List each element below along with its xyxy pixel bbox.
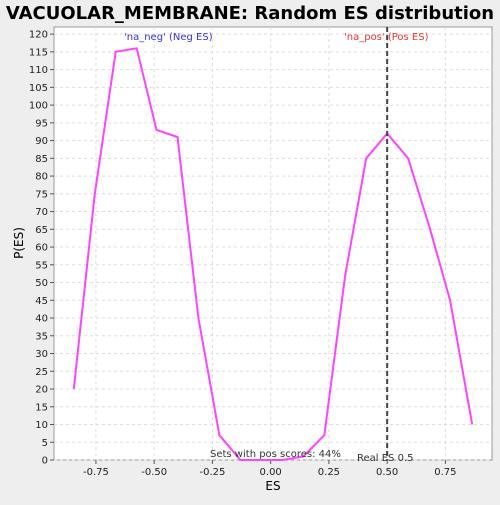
y-axis-title: P(ES) — [12, 227, 26, 259]
y-tick-label: 70 — [35, 207, 48, 218]
y-tick-label: 65 — [35, 225, 48, 236]
y-tick-label: 115 — [29, 47, 48, 58]
y-tick-label: 90 — [35, 136, 48, 147]
chart-title: VACUOLAR_MEMBRANE: Random ES distributio… — [6, 3, 494, 24]
y-tick-label: 30 — [35, 349, 48, 360]
y-tick-label: 75 — [35, 189, 48, 200]
x-tick-label: -0.25 — [199, 467, 225, 478]
series-layer — [72, 47, 474, 461]
y-tick-label: 10 — [35, 420, 48, 431]
y-tick-label: 5 — [42, 438, 48, 449]
y-tick-label: 60 — [35, 243, 48, 254]
y-tick-label: 0 — [42, 456, 48, 467]
x-tick-label: 0.25 — [318, 467, 340, 478]
x-tick-label: -0.75 — [83, 467, 109, 478]
y-tick-label: 50 — [35, 278, 48, 289]
y-tick-label: 40 — [35, 314, 48, 325]
y-tick-label: 95 — [35, 118, 48, 129]
x-tick-label: 0.00 — [260, 467, 282, 478]
y-tick-label: 110 — [29, 65, 48, 76]
plot-area — [53, 26, 493, 461]
x-tick-label: -0.50 — [141, 467, 167, 478]
y-tick-label: 120 — [29, 30, 48, 41]
pos-es-label: 'na_pos' (Pos ES) — [344, 32, 429, 43]
y-tick-label: 85 — [35, 154, 48, 165]
y-tick-label: 80 — [35, 172, 48, 183]
x-axis-title: ES — [265, 479, 280, 493]
x-tick-label: 0.75 — [434, 467, 456, 478]
y-tick-label: 20 — [35, 385, 48, 396]
y-tick-label: 35 — [35, 331, 48, 342]
x-tick-label: 0.50 — [376, 467, 398, 478]
y-tick-label: 25 — [35, 367, 48, 378]
real-es-annotation: Real ES 0.5 — [357, 453, 413, 464]
y-tick-label: 55 — [35, 260, 48, 271]
neg-es-label: 'na_neg' (Neg ES) — [124, 32, 213, 43]
y-tick-label: 15 — [35, 402, 48, 413]
y-tick-label: 45 — [35, 296, 48, 307]
y-tick-label: 105 — [29, 83, 48, 94]
pos-scores-annotation: Sets with pos scores: 44% — [210, 449, 341, 460]
es-distribution-line — [72, 47, 474, 461]
axes: 0 5 10 15 20 25 30 35 40 45 50 55 60 65 70 75 80 85 90 95 10… — [29, 30, 457, 478]
y-tick-label: 100 — [29, 101, 48, 112]
